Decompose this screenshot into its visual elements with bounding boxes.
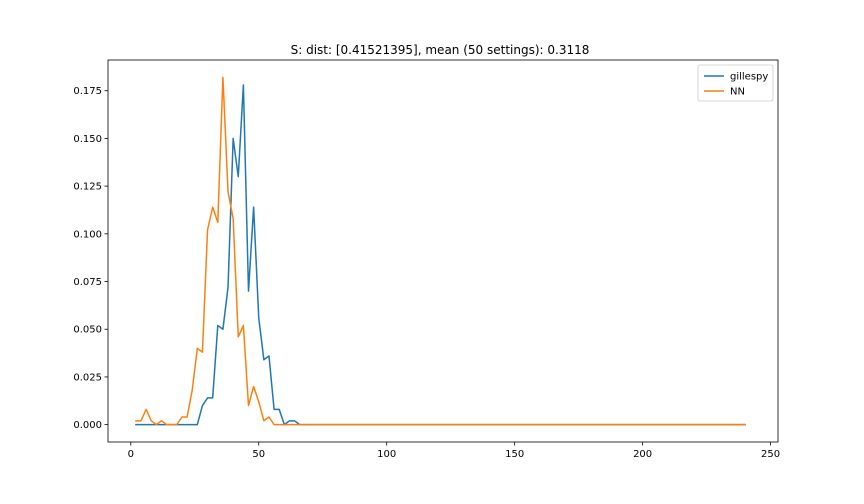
x-tick-label: 250 — [761, 449, 780, 460]
x-tick-label: 0 — [128, 449, 134, 460]
axes: 0 50 100 150 200 250 0.000 0.025 0.050 0.075 0.100… — [73, 59, 780, 460]
axes-frame — [107, 59, 779, 443]
y-tick-label: 0.175 — [73, 86, 102, 97]
y-tick-label: 0.150 — [73, 134, 102, 145]
legend-label-nn: NN — [730, 87, 745, 98]
x-tick-label: 100 — [377, 449, 396, 460]
legend: gillespy NN — [697, 64, 774, 102]
x-tick-label: 50 — [252, 449, 265, 460]
y-tick-label: 0.075 — [73, 277, 102, 288]
series-lines — [135, 76, 746, 426]
x-tick-label: 150 — [505, 449, 524, 460]
y-tick-label: 0.050 — [73, 325, 102, 336]
y-tick-label: 0.125 — [73, 182, 102, 193]
series-line-nn — [135, 76, 746, 426]
y-tick-label: 0.025 — [73, 372, 102, 383]
legend-box — [697, 64, 774, 102]
legend-label-gillespy: gillespy — [730, 72, 768, 83]
chart-title: S: dist: [0.41521395], mean (50 settings… — [291, 43, 590, 57]
x-tick-label: 200 — [633, 449, 652, 460]
y-tick-label: 0.100 — [73, 229, 102, 240]
y-tick-label: 0.000 — [73, 420, 102, 431]
